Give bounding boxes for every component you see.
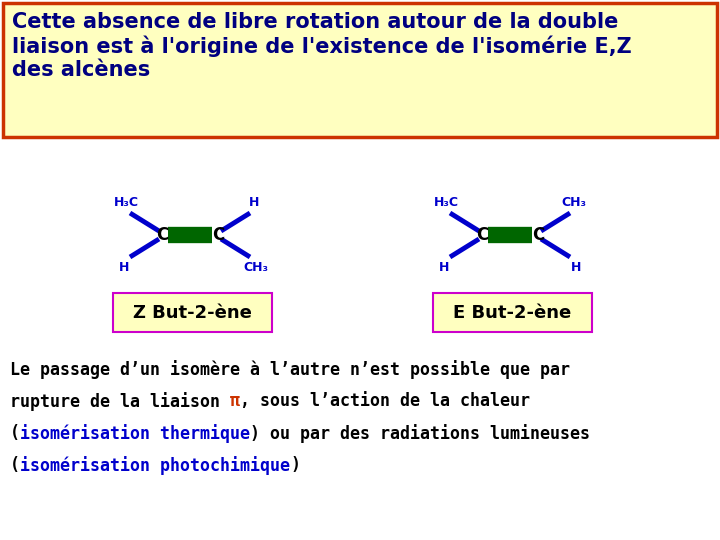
FancyBboxPatch shape (113, 293, 272, 332)
Text: Le passage d’un isomère à l’autre n’est possible que par: Le passage d’un isomère à l’autre n’est … (10, 360, 570, 379)
Text: rupture de la liaison: rupture de la liaison (10, 392, 230, 411)
Text: ) ou par des radiations lumineuses: ) ou par des radiations lumineuses (250, 424, 590, 443)
Text: CH₃: CH₃ (562, 196, 587, 209)
FancyBboxPatch shape (3, 3, 717, 137)
Text: π: π (230, 392, 240, 410)
Text: H: H (119, 261, 129, 274)
Text: Cette absence de libre rotation autour de la double
liaison est à l'origine de l: Cette absence de libre rotation autour d… (12, 12, 631, 80)
Text: C: C (476, 226, 488, 244)
Text: ): ) (290, 456, 300, 474)
Text: H: H (438, 261, 449, 274)
FancyBboxPatch shape (433, 293, 592, 332)
Text: H₃C: H₃C (114, 196, 138, 209)
Text: C: C (532, 226, 544, 244)
Text: Z But-2-ène: Z But-2-ène (133, 303, 252, 321)
Text: (: ( (10, 424, 20, 442)
Text: isomérisation photochimique: isomérisation photochimique (20, 456, 290, 475)
Text: isomérisation thermique: isomérisation thermique (20, 424, 250, 443)
Text: H₃C: H₃C (433, 196, 459, 209)
Text: E But-2-ène: E But-2-ène (454, 303, 572, 321)
Text: C: C (212, 226, 224, 244)
Text: (: ( (10, 456, 20, 474)
Text: H: H (249, 196, 259, 209)
Text: C: C (156, 226, 168, 244)
Text: CH₃: CH₃ (243, 261, 269, 274)
Text: H: H (571, 261, 581, 274)
Text: , sous l’action de la chaleur: , sous l’action de la chaleur (240, 392, 530, 410)
